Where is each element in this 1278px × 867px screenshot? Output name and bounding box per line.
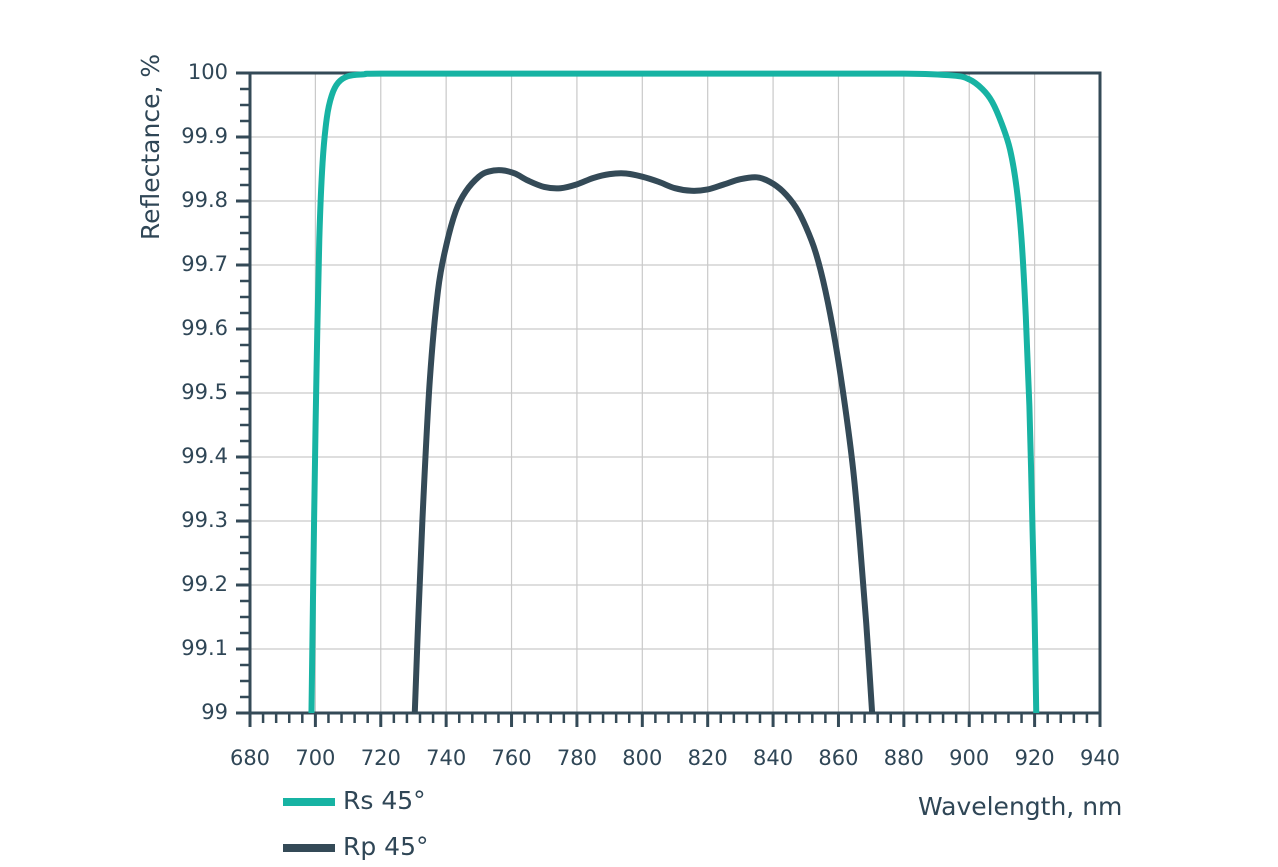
- x-tick-label: 700: [295, 746, 335, 770]
- x-tick-label: 680: [230, 746, 270, 770]
- y-tick-label: 99.7: [181, 252, 228, 276]
- x-tick-label: 720: [361, 746, 401, 770]
- y-tick-label: 99.2: [181, 572, 228, 596]
- x-tick-label: 940: [1080, 746, 1120, 770]
- x-tick-label: 780: [557, 746, 597, 770]
- legend-label: Rp 45°: [343, 832, 429, 861]
- data-line: [308, 70, 1040, 714]
- y-tick-label: 99.8: [181, 188, 228, 212]
- data-line: [411, 167, 876, 714]
- x-axis-label: Wavelength, nm: [918, 792, 1122, 821]
- y-tick-label: 99.6: [181, 316, 228, 340]
- x-tick-label: 760: [491, 746, 531, 770]
- y-tick-label: 99: [201, 700, 228, 724]
- y-tick-label: 99.9: [181, 124, 228, 148]
- x-tick-label: 740: [426, 746, 466, 770]
- y-tick-label: 99.5: [181, 380, 228, 404]
- y-tick-label: 99.4: [181, 444, 228, 468]
- x-tick-label: 880: [884, 746, 924, 770]
- y-tick-label: 99.3: [181, 508, 228, 532]
- legend-label: Rs 45°: [343, 786, 426, 815]
- y-tick-label: 100: [188, 60, 228, 84]
- y-axis-label: Reflectance, %: [136, 54, 165, 240]
- y-tick-label: 99.1: [181, 636, 228, 660]
- x-tick-label: 820: [688, 746, 728, 770]
- x-tick-label: 900: [949, 746, 989, 770]
- x-tick-label: 920: [1015, 746, 1055, 770]
- x-tick-label: 860: [818, 746, 858, 770]
- x-tick-label: 840: [753, 746, 793, 770]
- x-tick-label: 800: [622, 746, 662, 770]
